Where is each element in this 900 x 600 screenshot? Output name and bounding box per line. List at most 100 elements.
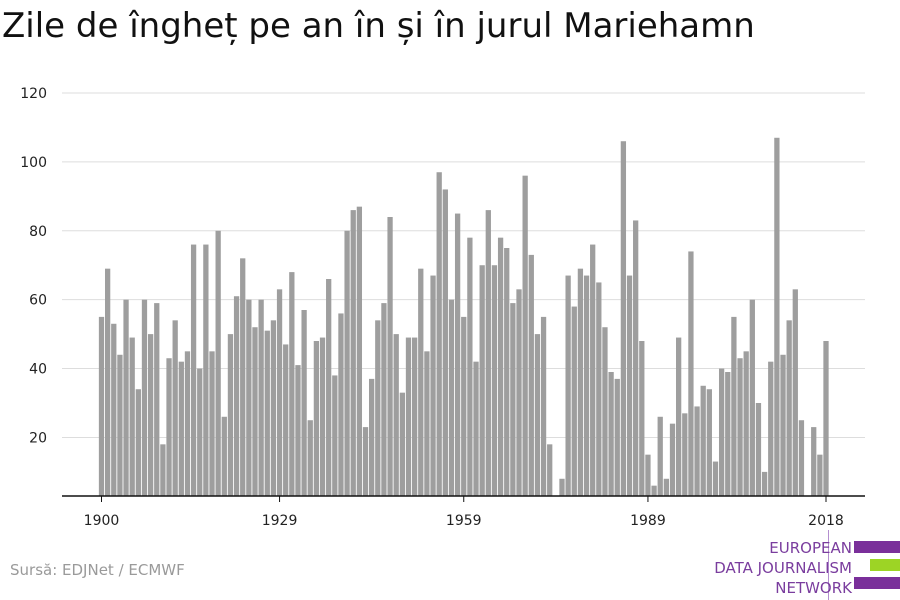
bar-1973	[547, 444, 553, 496]
bar-1960	[467, 237, 473, 496]
bar-2009	[768, 361, 774, 496]
bar-1958	[454, 213, 461, 497]
bar-2014	[798, 420, 805, 496]
bar-1916	[197, 368, 203, 496]
logo-bar-green	[870, 559, 900, 571]
bar-1939	[338, 313, 344, 496]
bar-1987	[633, 220, 639, 496]
y-tick-label-40: 40	[29, 362, 47, 378]
bar-1984	[614, 378, 620, 496]
logo-bar-purple-bottom	[854, 577, 900, 589]
bar-1981	[596, 282, 602, 496]
bar-2002	[725, 372, 731, 496]
bar-1988	[639, 341, 645, 496]
y-tick-label-80: 80	[29, 224, 47, 240]
bar-2013	[792, 289, 798, 496]
bar-1975	[559, 478, 565, 496]
bar-2007	[755, 403, 762, 496]
bar-1962	[479, 265, 485, 496]
bar-1932	[295, 365, 301, 496]
bar-1915	[190, 244, 197, 496]
axes: 1900 1929 1959 1989 2018	[62, 495, 865, 529]
y-tick-label-20: 20	[29, 430, 47, 446]
bar-1908	[147, 334, 154, 496]
bar-2016	[811, 427, 817, 496]
bar-1976	[565, 275, 571, 496]
bar-1966	[504, 248, 510, 496]
edjnet-logo[interactable]: EUROPEAN DATA JOURNALISM NETWORK	[700, 530, 900, 600]
bar-1928	[270, 320, 277, 496]
bar-1936	[319, 337, 326, 496]
bar-1967	[510, 303, 516, 496]
y-tick-label-100: 100	[20, 155, 47, 171]
bar-1996	[688, 251, 694, 496]
bar-1912	[172, 320, 178, 496]
bar-1979	[583, 275, 590, 496]
bar-1945	[375, 320, 381, 496]
bar-1952	[418, 268, 424, 496]
bar-1938	[332, 375, 338, 496]
bar-1961	[473, 361, 479, 496]
bar-2000	[712, 461, 719, 496]
y-tick-label-60: 60	[29, 293, 47, 309]
logo-line-european: EUROPEAN	[769, 539, 852, 557]
bar-1911	[166, 358, 172, 496]
bar-1906	[135, 389, 141, 496]
bar-1971	[534, 334, 541, 496]
bar-1977	[571, 306, 577, 496]
bar-1934	[307, 420, 313, 496]
bar-1963	[485, 210, 491, 496]
bar-2011	[780, 354, 786, 496]
bar-1985	[620, 141, 627, 496]
bar-1900	[98, 316, 105, 496]
bar-1918	[209, 351, 215, 496]
source-note: Sursă: EDJNet / ECMWF	[10, 561, 185, 579]
bar-1998	[700, 385, 706, 496]
bar-2005	[743, 351, 749, 496]
bar-1993	[669, 423, 676, 496]
bar-1904	[123, 299, 129, 496]
bar-1933	[301, 310, 307, 496]
bar-1994	[676, 337, 682, 496]
bar-1943	[362, 427, 369, 496]
x-tick-label-1959: 1959	[446, 513, 482, 529]
bar-2006	[749, 299, 755, 496]
bar-1955	[436, 172, 442, 496]
bar-1964	[491, 265, 498, 496]
bar-1914	[184, 351, 191, 496]
bar-1917	[203, 244, 209, 496]
bar-1946	[381, 303, 387, 496]
bar-2010	[774, 137, 780, 496]
x-tick-label-2018: 2018	[808, 513, 844, 529]
bar-2008	[761, 471, 768, 496]
x-tick-label-1929: 1929	[262, 513, 298, 529]
bar-1992	[663, 478, 670, 496]
bar-1902	[111, 323, 117, 496]
logo-text: EUROPEAN DATA JOURNALISM NETWORK	[714, 538, 852, 598]
logo-line-network: NETWORK	[775, 579, 852, 597]
bar-1920	[221, 416, 227, 496]
bar-1999	[706, 389, 712, 496]
bar-1925	[252, 327, 258, 496]
bar-1927	[264, 330, 270, 496]
bar-1959	[461, 316, 467, 496]
bar-1921	[227, 334, 234, 496]
bar-1968	[516, 289, 522, 496]
logo-bar-purple-top	[854, 541, 900, 553]
bar-1970	[528, 254, 534, 496]
bar-1931	[289, 272, 295, 496]
bar-2017	[817, 454, 823, 496]
bar-1991	[657, 416, 663, 496]
logo-line-data-journalism: DATA JOURNALISM	[714, 559, 852, 577]
bar-1942	[356, 206, 363, 496]
bar-1913	[178, 361, 184, 496]
bar-1951	[411, 337, 418, 496]
bar-2001	[718, 368, 725, 496]
bar-1941	[350, 210, 356, 496]
bar-1947	[387, 217, 393, 496]
bar-1935	[313, 341, 320, 496]
bar-1969	[522, 175, 528, 496]
bar-1957	[448, 299, 455, 496]
bar-1930	[283, 344, 289, 496]
